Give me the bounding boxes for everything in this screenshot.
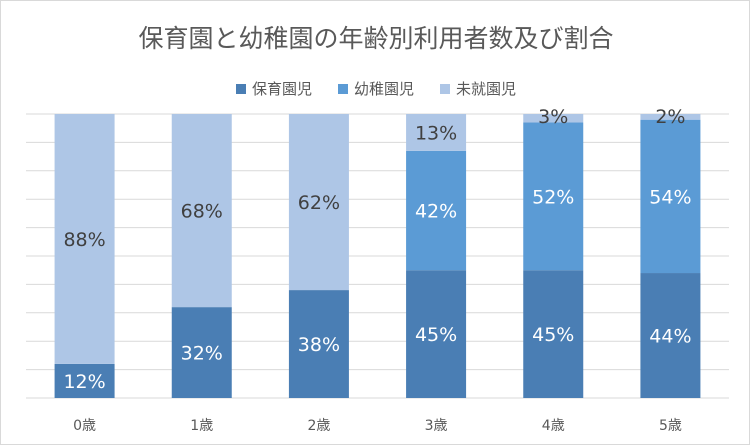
data-label-0-3: 45%	[415, 324, 457, 346]
chart-title: 保育園と幼稚園の年齢別利用者数及び割合	[138, 24, 614, 53]
bar-segment-2-0	[54, 114, 115, 364]
data-label-2-3: 13%	[415, 122, 457, 144]
legend-item-hoikuen: 保育園児	[235, 78, 312, 99]
data-label-1-5: 54%	[649, 186, 691, 208]
x-tick-label-2: 2歳	[307, 418, 330, 434]
legend-swatch-hoikuen	[235, 83, 246, 94]
data-label-1-3: 42%	[415, 201, 457, 223]
x-tick-label-4: 4歳	[542, 418, 565, 434]
data-label-0-0: 12%	[63, 371, 105, 393]
legend-label-hoikuen: 保育園児	[251, 80, 312, 98]
bar-segment-0-4	[523, 270, 584, 398]
legend-label-mishuuen: 未就園児	[456, 80, 517, 98]
data-label-1-4: 52%	[532, 186, 574, 208]
data-label-2-0: 88%	[63, 229, 105, 251]
bar-segment-2-3	[406, 114, 467, 151]
bar-segment-0-2	[288, 290, 349, 398]
data-label-2-4: 3%	[538, 106, 568, 128]
data-label-0-4: 45%	[532, 324, 574, 346]
bar-segment-2-1	[171, 114, 232, 308]
x-tick-label-3: 3歳	[425, 418, 448, 434]
bar-segment-1-5	[640, 119, 701, 274]
x-tick-label-1: 1歳	[190, 418, 213, 434]
legend-item-youchien: 幼稚園児	[337, 78, 414, 99]
data-label-0-5: 44%	[649, 326, 691, 348]
legend-label-youchien: 幼稚園児	[353, 80, 414, 98]
bar-segment-0-1	[171, 307, 232, 398]
bar-segment-0-5	[640, 273, 701, 398]
data-label-2-5: 2%	[655, 106, 685, 128]
bar-segment-1-4	[523, 122, 584, 271]
bar-segment-0-0	[54, 363, 115, 398]
bar-segment-2-4	[523, 114, 584, 123]
x-tick-label-0: 0歳	[73, 418, 96, 434]
data-label-2-1: 68%	[181, 201, 223, 223]
bar-segment-0-3	[406, 270, 467, 398]
legend-swatch-youchien	[337, 83, 348, 94]
bar-segment-2-5	[640, 114, 701, 120]
legend-swatch-mishuuen	[440, 83, 450, 94]
data-label-0-1: 32%	[181, 343, 223, 365]
bar-segment-1-3	[406, 150, 467, 271]
bar-segment-2-2	[288, 114, 349, 291]
data-label-0-2: 38%	[298, 334, 340, 356]
legend: 保育園児 幼稚園児 未就園児	[1, 78, 750, 99]
x-tick-label-5: 5歳	[659, 418, 682, 434]
data-label-2-2: 62%	[298, 192, 340, 214]
legend-item-mishuuen: 未就園児	[440, 78, 516, 99]
